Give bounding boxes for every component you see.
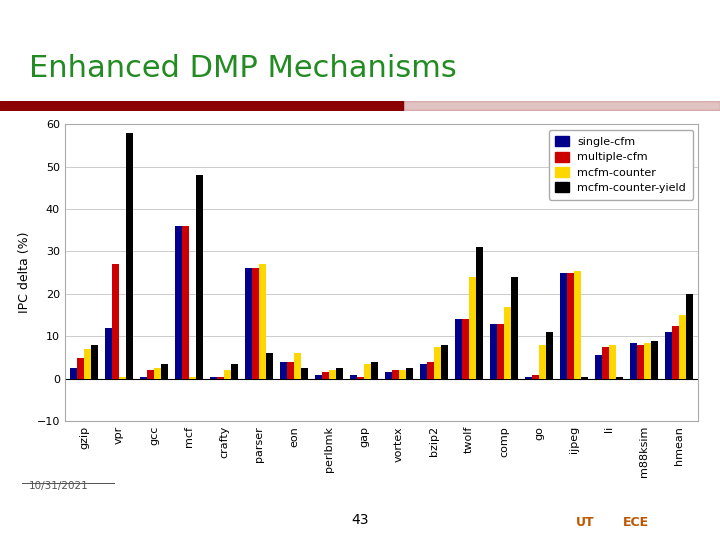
Bar	[161, 364, 168, 379]
Bar	[266, 353, 273, 379]
Bar	[252, 268, 259, 379]
Bar	[147, 370, 154, 379]
Legend: single-cfm, multiple-cfm, mcfm-counter, mcfm-counter-yield: single-cfm, multiple-cfm, mcfm-counter, …	[549, 130, 693, 200]
Bar	[364, 364, 371, 379]
Bar	[539, 345, 546, 379]
Text: Enhanced DMP Mechanisms: Enhanced DMP Mechanisms	[29, 54, 456, 83]
Bar	[91, 345, 98, 379]
Y-axis label: IPC delta (%): IPC delta (%)	[18, 232, 31, 313]
Bar	[357, 377, 364, 379]
Bar	[217, 377, 224, 379]
Bar	[399, 370, 406, 379]
Bar	[644, 343, 651, 379]
Bar	[287, 362, 294, 379]
Bar	[329, 370, 336, 379]
Bar	[231, 364, 238, 379]
Bar	[210, 377, 217, 379]
Bar	[637, 345, 644, 379]
Bar	[105, 328, 112, 379]
Bar	[371, 362, 378, 379]
Bar	[511, 277, 518, 379]
Bar	[189, 377, 196, 379]
Bar	[525, 377, 532, 379]
Bar	[595, 355, 602, 379]
Bar	[455, 319, 462, 379]
Bar	[140, 377, 147, 379]
Bar	[336, 368, 343, 379]
Bar	[567, 273, 574, 379]
Bar	[0, 102, 403, 110]
Bar	[427, 362, 434, 379]
Bar	[560, 273, 567, 379]
Bar	[315, 375, 322, 379]
Bar	[679, 315, 686, 379]
Bar	[119, 377, 126, 379]
Bar	[301, 368, 308, 379]
Bar	[686, 294, 693, 379]
Bar	[420, 364, 427, 379]
Bar	[651, 341, 658, 379]
Bar	[245, 268, 252, 379]
Text: 10/31/2021: 10/31/2021	[29, 481, 89, 491]
Bar	[259, 264, 266, 379]
Bar	[385, 373, 392, 379]
Bar	[665, 332, 672, 379]
Bar	[322, 373, 329, 379]
Bar	[84, 349, 91, 379]
Bar	[154, 368, 161, 379]
Bar	[630, 343, 637, 379]
Bar	[574, 271, 581, 379]
Bar	[504, 307, 511, 379]
Text: UT: UT	[576, 516, 595, 530]
Bar	[392, 370, 399, 379]
Bar	[462, 319, 469, 379]
Bar	[403, 102, 720, 110]
Bar	[672, 326, 679, 379]
Bar	[581, 377, 588, 379]
Bar	[70, 368, 77, 379]
Bar	[294, 353, 301, 379]
Bar	[406, 368, 413, 379]
Bar	[77, 357, 84, 379]
Bar	[126, 133, 133, 379]
Bar	[434, 347, 441, 379]
Bar	[476, 247, 483, 379]
Bar	[532, 375, 539, 379]
Bar	[280, 362, 287, 379]
Bar	[182, 226, 189, 379]
Bar	[441, 345, 448, 379]
Bar	[469, 277, 476, 379]
Text: ECE: ECE	[623, 516, 649, 530]
Text: 43: 43	[351, 513, 369, 527]
Bar	[497, 323, 504, 379]
Bar	[546, 332, 553, 379]
Bar	[602, 347, 609, 379]
Bar	[609, 345, 616, 379]
Bar	[350, 375, 357, 379]
Bar	[112, 264, 119, 379]
Bar	[616, 377, 623, 379]
Bar	[175, 226, 182, 379]
Bar	[196, 175, 203, 379]
Bar	[224, 370, 231, 379]
Bar	[490, 323, 497, 379]
